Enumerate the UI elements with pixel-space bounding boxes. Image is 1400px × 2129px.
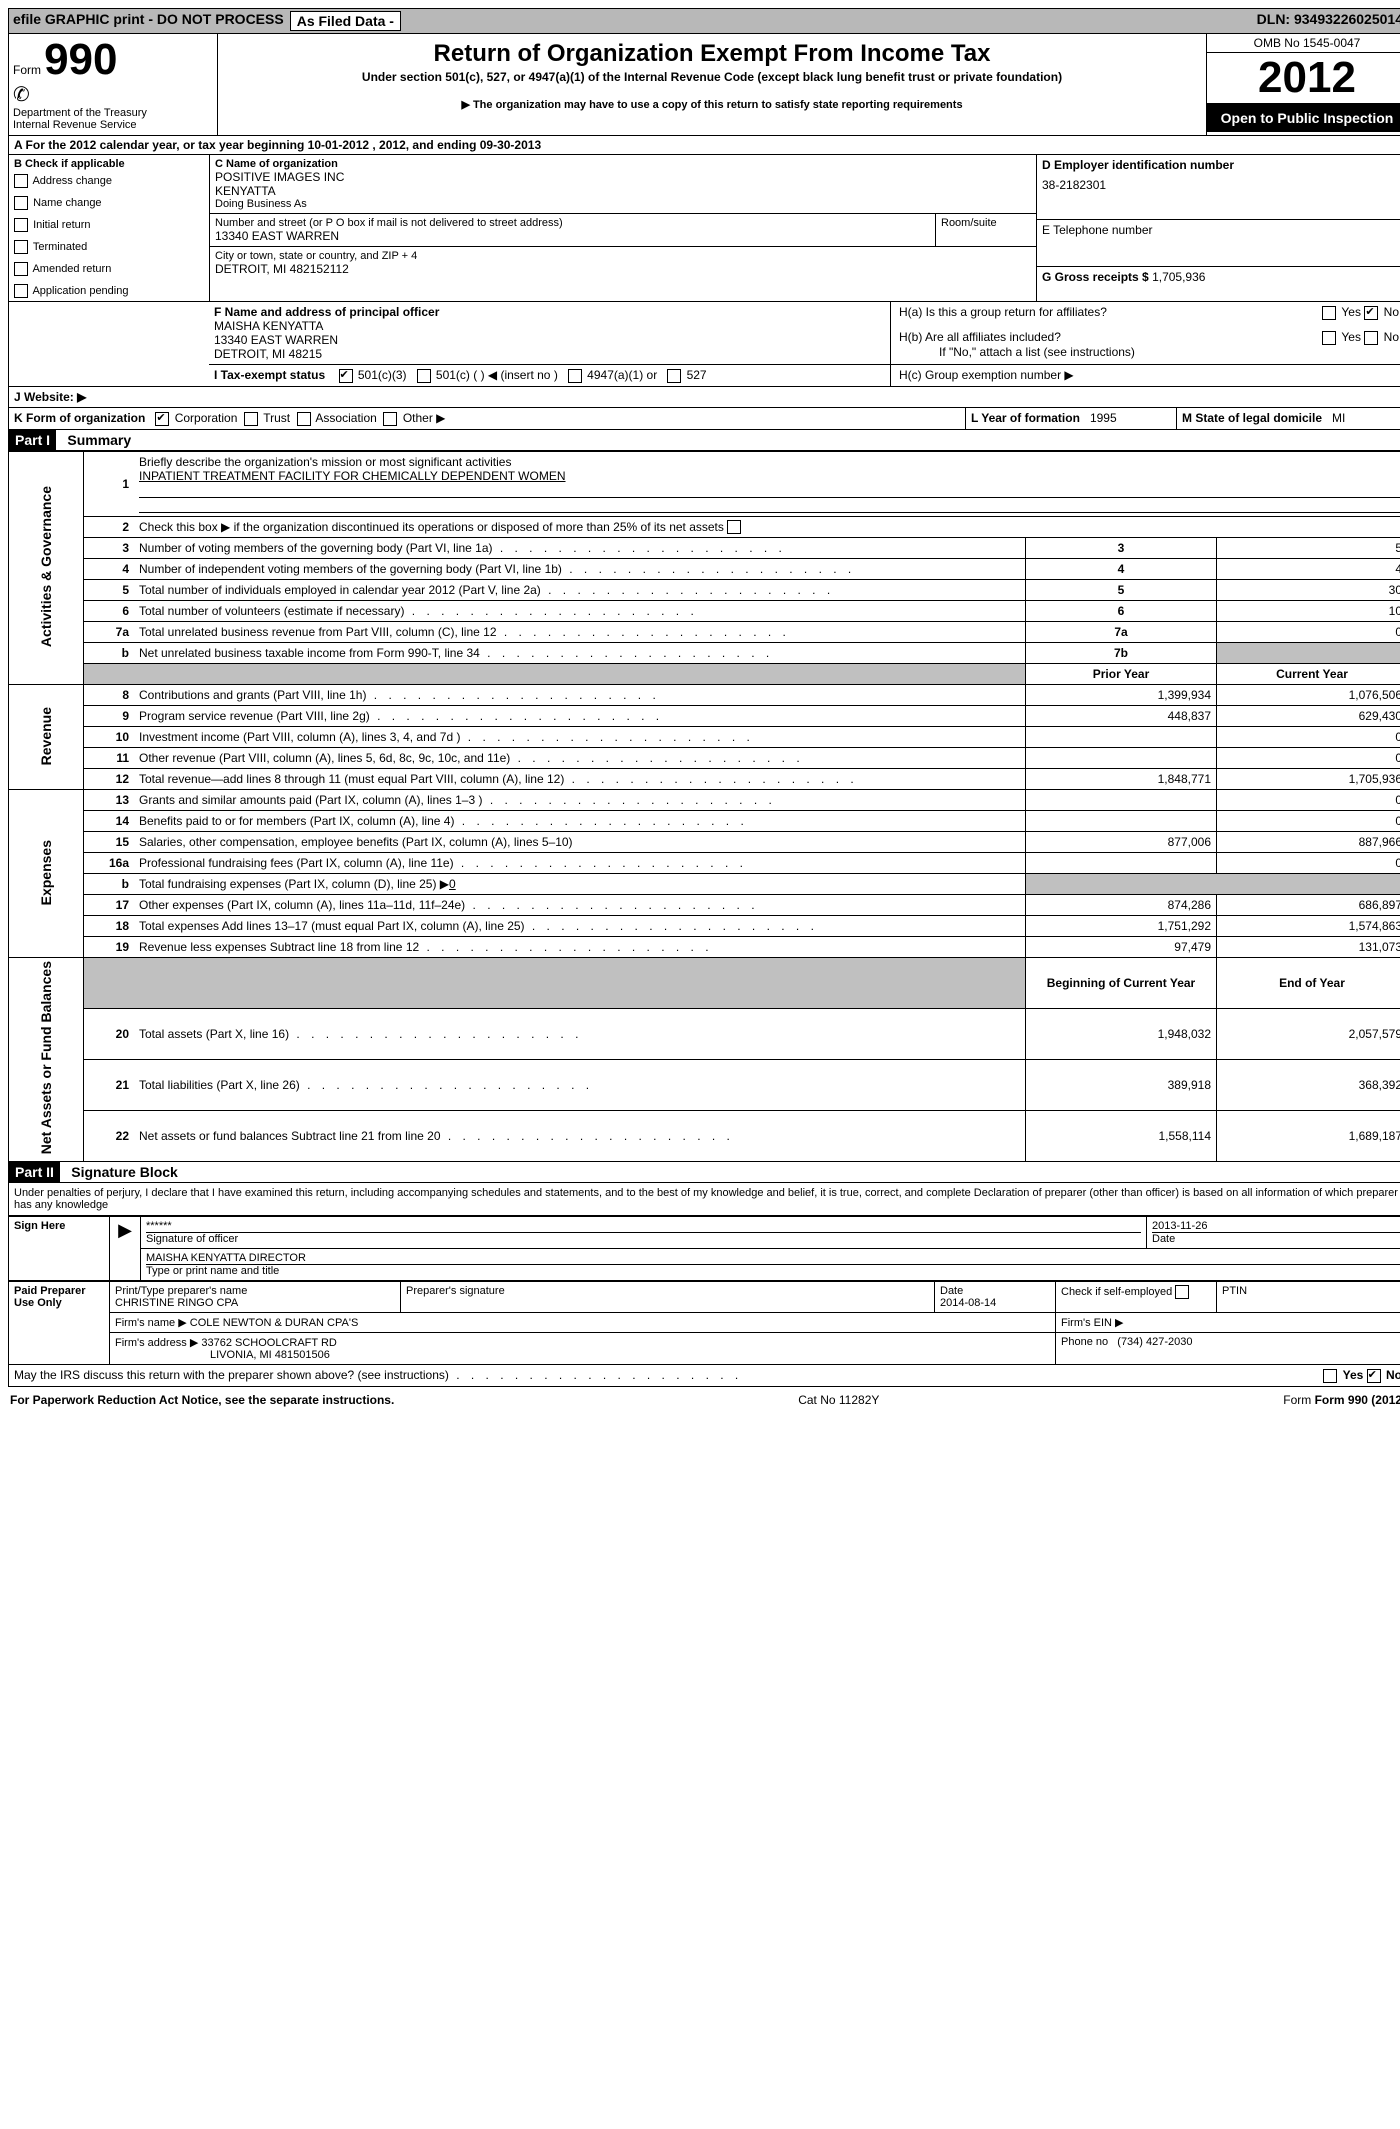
signature-date: 2013-11-26: [1152, 1220, 1400, 1232]
officer-name-title: MAISHA KENYATTA DIRECTOR: [146, 1252, 1400, 1264]
tax-exempt-status: I Tax-exempt status 501(c)(3) 501(c) ( )…: [209, 365, 890, 386]
org-name-1: POSITIVE IMAGES INC: [215, 170, 1031, 184]
discuss-row: May the IRS discuss this return with the…: [8, 1365, 1400, 1387]
state-domicile: MI: [1332, 411, 1345, 425]
val-line7a: 0: [1217, 622, 1400, 643]
vlabel-revenue: Revenue: [9, 685, 84, 790]
preparer-date: 2014-08-14: [940, 1297, 1050, 1309]
period-a: A For the 2012 calendar year, or tax yea…: [8, 136, 1400, 155]
checkbox-application-pending[interactable]: [14, 284, 28, 298]
checkbox-name-change[interactable]: [14, 196, 28, 210]
org-city: DETROIT, MI 482152112: [215, 262, 1031, 276]
val-line3: 5: [1217, 538, 1400, 559]
header-left: Form 990 ✆ Department of the Treasury In…: [9, 34, 218, 135]
checkbox-discuss-yes[interactable]: [1323, 1369, 1337, 1383]
vlabel-activities: Activities & Governance: [9, 451, 84, 685]
tax-year: 2012: [1207, 53, 1400, 104]
org-name-2: KENYATTA: [215, 184, 1031, 198]
perjury-declaration: Under penalties of perjury, I declare th…: [8, 1183, 1400, 1216]
checkbox-address-change[interactable]: [14, 174, 28, 188]
checkbox-trust[interactable]: [244, 412, 258, 426]
checkbox-hb-yes[interactable]: [1322, 331, 1336, 345]
val-line4: 4: [1217, 559, 1400, 580]
section-d-e-g: D Employer identification number 38-2182…: [1037, 155, 1400, 301]
dln: DLN: 93493226025014: [1257, 11, 1400, 31]
form-number: 990: [44, 35, 117, 84]
f-h-block: F Name and address of principal officer …: [8, 302, 1400, 387]
checkbox-4947[interactable]: [568, 369, 582, 383]
vlabel-netassets: Net Assets or Fund Balances: [9, 958, 84, 1161]
section-c: C Name of organization POSITIVE IMAGES I…: [210, 155, 1037, 301]
officer-name: MAISHA KENYATTA: [214, 319, 885, 333]
firm-addr2: LIVONIA, MI 481501506: [210, 1349, 330, 1361]
gross-receipts: 1,705,936: [1152, 270, 1205, 284]
mission-text: INPATIENT TREATMENT FACILITY FOR CHEMICA…: [139, 469, 566, 483]
part-i-header: Part I Summary: [8, 430, 1400, 451]
firm-addr1: 33762 SCHOOLCRAFT RD: [201, 1337, 337, 1349]
summary-table: Activities & Governance 1 Briefly descri…: [8, 451, 1400, 1162]
checkbox-self-employed[interactable]: [1175, 1285, 1189, 1299]
year-formation: 1995: [1090, 411, 1117, 425]
firm-phone: (734) 427-2030: [1117, 1336, 1192, 1348]
top-bar: efile GRAPHIC print - DO NOT PROCESS As …: [8, 8, 1400, 34]
header-right: OMB No 1545-0047 2012 Open to Public Ins…: [1207, 34, 1400, 135]
org-street: 13340 EAST WARREN: [215, 229, 930, 243]
footer: For Paperwork Reduction Act Notice, see …: [8, 1387, 1400, 1413]
as-filed-box: As Filed Data -: [290, 11, 401, 31]
val-line7b: [1217, 643, 1400, 664]
checkbox-527[interactable]: [667, 369, 681, 383]
checkbox-association[interactable]: [297, 412, 311, 426]
checkbox-initial-return[interactable]: [14, 218, 28, 232]
checkbox-501c[interactable]: [417, 369, 431, 383]
part-ii-header: Part II Signature Block: [8, 1162, 1400, 1183]
efile-notice: efile GRAPHIC print - DO NOT PROCESS: [13, 11, 284, 31]
vlabel-expenses: Expenses: [9, 790, 84, 958]
section-b: B Check if applicable Address change Nam…: [9, 155, 210, 301]
checkbox-corporation[interactable]: [155, 412, 169, 426]
checkbox-amended[interactable]: [14, 262, 28, 276]
checkbox-discontinued[interactable]: [727, 520, 741, 534]
checkbox-terminated[interactable]: [14, 240, 28, 254]
header: Form 990 ✆ Department of the Treasury In…: [8, 34, 1400, 136]
header-center: Return of Organization Exempt From Incom…: [218, 34, 1207, 135]
ein: 38-2182301: [1042, 178, 1400, 192]
checkbox-ha-no[interactable]: [1364, 306, 1378, 320]
checkbox-hb-no[interactable]: [1364, 331, 1378, 345]
sign-here-table: Sign Here ▶ ****** Signature of officer …: [8, 1216, 1400, 1281]
val-line6: 10: [1217, 601, 1400, 622]
preparer-name: CHRISTINE RINGO CPA: [115, 1297, 395, 1309]
k-l-m-row: K Form of organization Corporation Trust…: [8, 408, 1400, 430]
checkbox-other[interactable]: [383, 412, 397, 426]
checkbox-ha-yes[interactable]: [1322, 306, 1336, 320]
val-line5: 30: [1217, 580, 1400, 601]
form-title: Return of Organization Exempt From Incom…: [222, 40, 1202, 68]
paid-preparer-table: Paid Preparer Use Only Print/Type prepar…: [8, 1281, 1400, 1365]
entity-block: B Check if applicable Address change Nam…: [8, 155, 1400, 302]
website-row: J Website: ▶: [8, 387, 1400, 408]
checkbox-501c3[interactable]: [339, 369, 353, 383]
checkbox-discuss-no[interactable]: [1367, 1369, 1381, 1383]
form-990-page: efile GRAPHIC print - DO NOT PROCESS As …: [8, 8, 1400, 1413]
firm-name: COLE NEWTON & DURAN CPA'S: [190, 1317, 359, 1329]
